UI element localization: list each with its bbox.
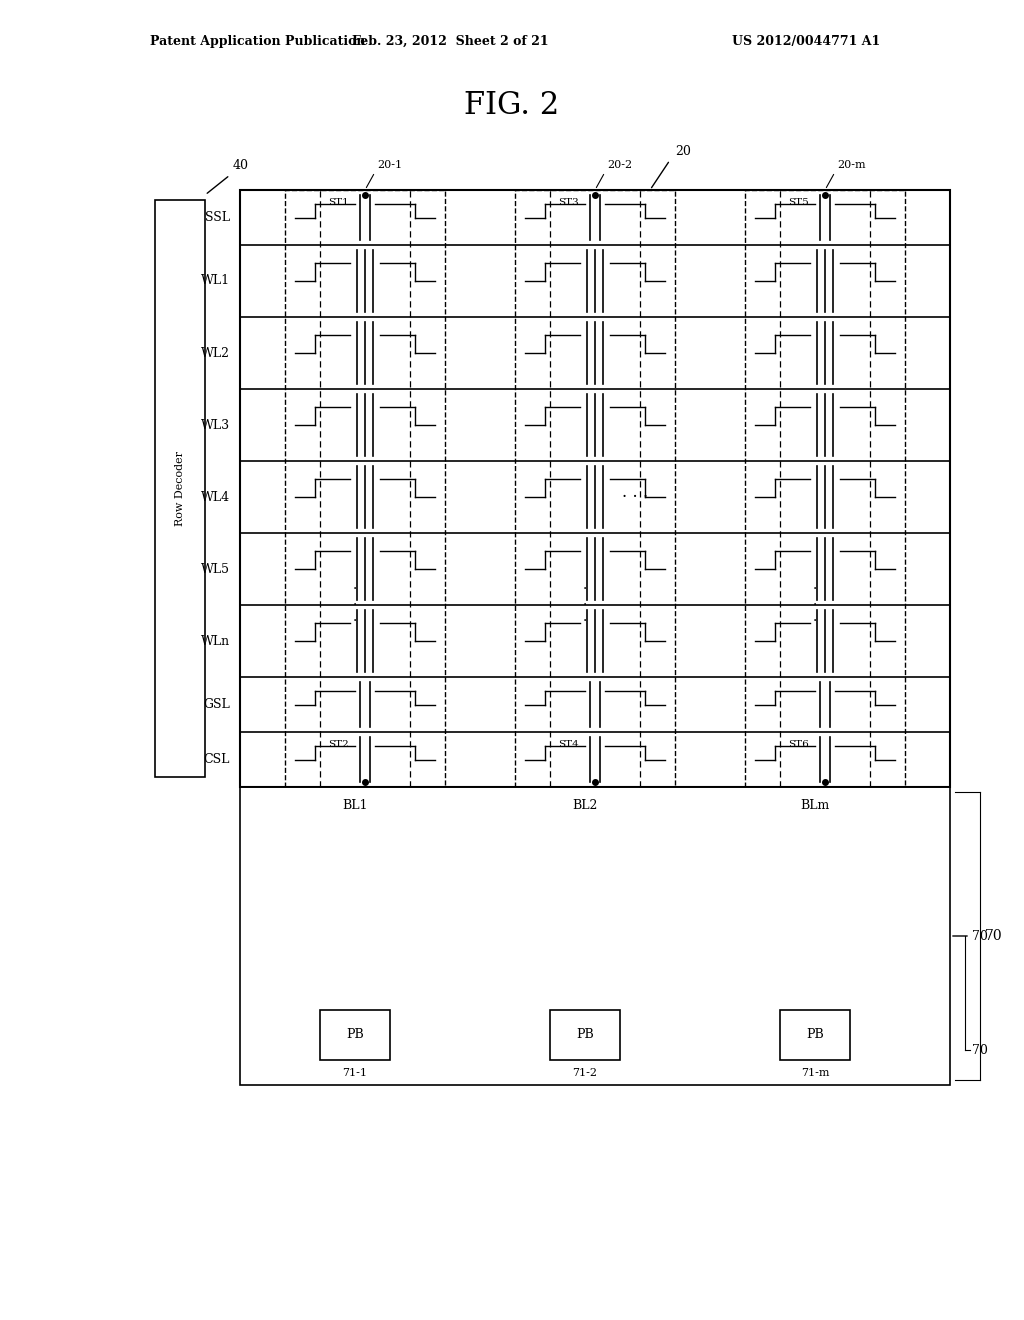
Text: 71-1: 71-1 [342,1068,368,1078]
Text: Patent Application Publication: Patent Application Publication [150,36,366,48]
Text: 70: 70 [985,929,1002,942]
Text: BL2: BL2 [572,799,598,812]
Text: ·
·
·: · · · [583,582,587,628]
Text: Row Decoder: Row Decoder [175,451,185,525]
Text: 70: 70 [972,929,988,942]
Text: WL5: WL5 [201,562,230,576]
Bar [319,1010,390,1060]
Text: WLn: WLn [201,635,230,648]
Text: · · ·: · · · [622,488,648,506]
Text: WL3: WL3 [201,418,230,432]
Text: 71-2: 71-2 [572,1068,597,1078]
Text: 20-m: 20-m [837,160,865,170]
Text: ST1: ST1 [328,198,349,207]
Text: Feb. 23, 2012  Sheet 2 of 21: Feb. 23, 2012 Sheet 2 of 21 [351,36,548,48]
Text: PB: PB [577,1028,594,1041]
Text: GSL: GSL [203,698,230,711]
Text: 71-m: 71-m [801,1068,829,1078]
Text: 70: 70 [972,1044,988,1056]
Text: BL1: BL1 [342,799,368,812]
Bar [285,190,445,787]
Bar [155,201,205,777]
Text: WL1: WL1 [201,275,230,288]
Text: SSL: SSL [205,211,230,224]
Text: BLm: BLm [801,799,829,812]
Text: 20: 20 [675,145,691,158]
Text: CSL: CSL [204,752,230,766]
Text: FIG. 2: FIG. 2 [464,90,560,121]
Bar [745,190,905,787]
Text: ST6: ST6 [788,741,809,748]
Text: ·
·
·: · · · [813,582,817,628]
Text: WL2: WL2 [201,347,230,359]
Bar [780,1010,850,1060]
Text: ST5: ST5 [788,198,809,207]
Text: ST2: ST2 [328,741,349,748]
Text: PB: PB [346,1028,364,1041]
Text: 40: 40 [233,158,249,172]
Text: US 2012/0044771 A1: US 2012/0044771 A1 [732,36,880,48]
Text: PB: PB [806,1028,824,1041]
Text: WL4: WL4 [201,491,230,503]
Text: 20-1: 20-1 [377,160,402,170]
Text: ST4: ST4 [558,741,579,748]
Bar [550,1010,620,1060]
Text: ST3: ST3 [558,198,579,207]
Text: 20-2: 20-2 [607,160,632,170]
Bar [240,787,950,1085]
Text: ·
·
·: · · · [353,582,357,628]
Bar [515,190,675,787]
